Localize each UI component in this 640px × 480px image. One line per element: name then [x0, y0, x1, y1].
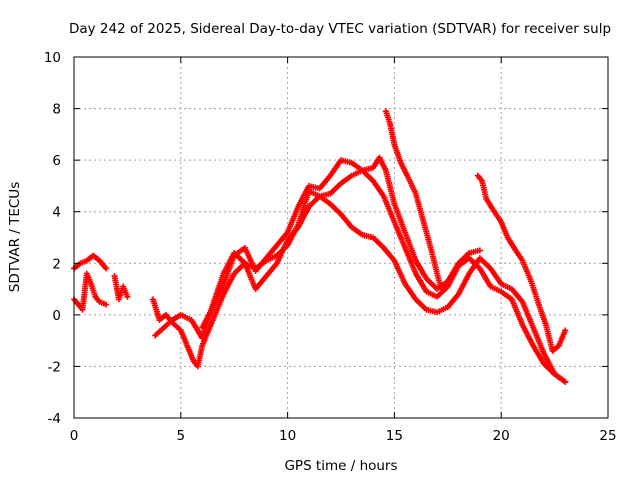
y-tick-label: -2 — [48, 359, 61, 375]
axis-ticks: 0 5 10 15 20 25 -4 -2 0 2 4 6 8 10 — [44, 50, 617, 444]
data-point — [103, 265, 110, 272]
series-5 — [152, 167, 569, 385]
chart-title: Day 242 of 2025, Sidereal Day-to-day VTE… — [69, 21, 611, 37]
series-7 — [382, 108, 445, 293]
x-axis-label: GPS time / hours — [284, 458, 397, 474]
y-tick-label: 6 — [52, 153, 61, 169]
series-8 — [474, 172, 569, 354]
data-point — [562, 378, 569, 385]
x-tick-label: 10 — [279, 428, 296, 444]
data-point — [476, 247, 483, 254]
y-tick-label: -4 — [48, 411, 61, 427]
series-2 — [71, 270, 110, 313]
series-6 — [199, 154, 483, 331]
plot-frame — [73, 56, 609, 419]
series-1 — [71, 252, 110, 272]
data-point — [562, 327, 569, 334]
y-axis-label: SDTVAR / TECUs — [7, 182, 23, 292]
y-tick-label: 8 — [52, 102, 61, 118]
x-tick-label: 0 — [70, 428, 79, 444]
data-marks — [71, 108, 569, 385]
y-tick-label: 0 — [52, 308, 61, 324]
x-tick-label: 25 — [599, 428, 616, 444]
data-point — [103, 301, 110, 308]
data-point — [124, 293, 131, 300]
series-4 — [150, 188, 569, 385]
x-tick-label: 5 — [177, 428, 186, 444]
data-point — [438, 286, 445, 293]
y-tick-label: 2 — [52, 256, 61, 272]
y-tick-label: 4 — [52, 205, 61, 221]
y-tick-label: 10 — [44, 50, 61, 66]
x-tick-label: 15 — [386, 428, 403, 444]
series-3 — [111, 273, 131, 303]
grid-lines — [74, 57, 608, 418]
x-tick-label: 20 — [493, 428, 510, 444]
